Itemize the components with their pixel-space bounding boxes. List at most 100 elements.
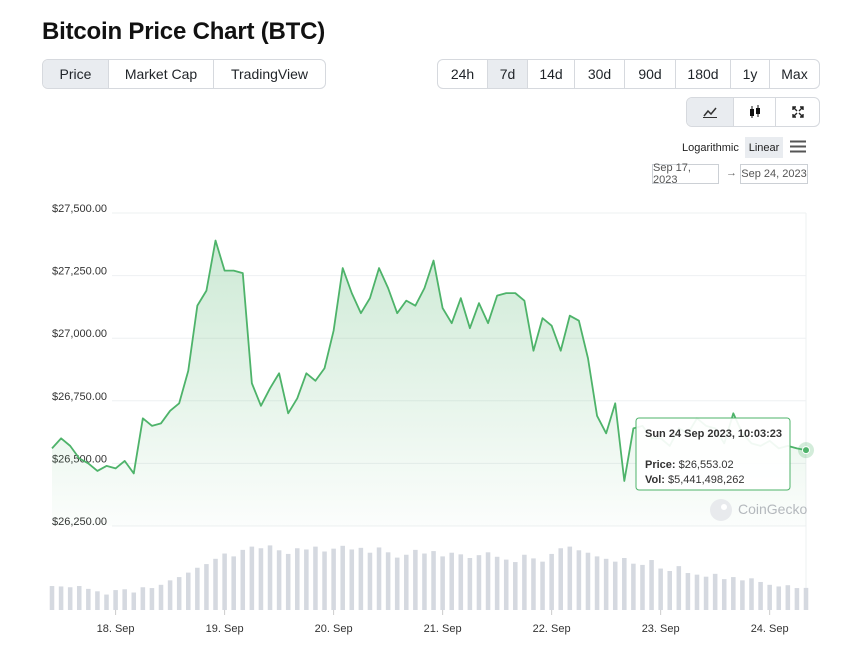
volume-bar <box>513 562 518 610</box>
watermark-logo-eye <box>721 504 727 510</box>
tooltip-vol-label: Vol: <box>645 474 665 486</box>
volume-bar <box>549 553 554 610</box>
volume-bar <box>785 585 791 610</box>
volume-bar <box>740 580 745 610</box>
candle-chart-button[interactable] <box>733 98 775 126</box>
expand-icon <box>791 106 804 118</box>
watermark-logo <box>710 499 732 521</box>
x-tick-label: 19. Sep <box>206 623 244 635</box>
range-button[interactable]: 90d <box>624 60 675 88</box>
volume-bar <box>67 587 73 610</box>
volume-bar <box>313 546 318 610</box>
chart-type-buttons <box>686 97 820 127</box>
y-tick-label: $27,250.00 <box>52 266 107 278</box>
volume-bar <box>531 558 536 610</box>
volume-bar <box>440 556 445 610</box>
volume-bar <box>149 588 155 610</box>
volume-bar <box>485 552 491 610</box>
volume-bar <box>640 564 645 610</box>
price-area <box>52 240 806 527</box>
volume-bar <box>731 577 736 610</box>
volume-bar <box>131 592 137 610</box>
x-tick-label: 20. Sep <box>315 623 353 635</box>
volume-bar <box>104 594 109 610</box>
volume-bar <box>503 559 509 610</box>
date-from[interactable]: Sep 17, 2023 <box>652 162 719 186</box>
volume-bar <box>594 556 600 610</box>
volume-bar <box>422 553 427 610</box>
volume-bar <box>404 554 409 610</box>
volume-bar <box>467 558 473 610</box>
volume-bar <box>685 573 691 610</box>
page-title: Bitcoin Price Chart (BTC) <box>42 18 326 45</box>
range-button[interactable]: 7d <box>487 60 527 88</box>
range-button[interactable]: 180d <box>675 60 730 88</box>
volume-bar <box>231 556 236 610</box>
volume-bar <box>494 556 500 610</box>
volume-bar <box>122 589 127 610</box>
volume-bar <box>540 561 545 610</box>
volume-bar <box>413 549 418 610</box>
line-icon <box>703 107 717 118</box>
volume-bar <box>694 574 700 610</box>
volume-bar <box>703 576 709 610</box>
tooltip-price: Price: $26,553.02 <box>645 459 734 471</box>
volume-bar <box>140 587 146 610</box>
view-tabs: Price Market Cap TradingView <box>42 59 326 89</box>
volume-bar <box>295 548 300 610</box>
tab[interactable]: Price <box>43 60 108 88</box>
volume-bar <box>712 573 718 610</box>
volume-bar <box>195 567 200 610</box>
range-button[interactable]: 24h <box>450 66 475 82</box>
range-button[interactable]: 1y <box>730 60 769 88</box>
volume-bar <box>658 568 663 610</box>
volume-bar <box>158 584 164 610</box>
volume-bar <box>649 560 654 610</box>
volume-bar <box>76 586 82 610</box>
volume-bar <box>258 548 264 610</box>
volume-bar <box>794 588 800 610</box>
volume-bar <box>167 580 173 610</box>
tab[interactable]: Market Cap <box>108 60 213 88</box>
fullscreen-button[interactable] <box>775 98 819 126</box>
date-to[interactable]: Sep 24, 2023 <box>740 164 808 184</box>
volume-bar <box>394 557 400 610</box>
linear-option[interactable]: Linear <box>745 137 783 158</box>
y-tick-label: $26,750.00 <box>52 391 107 403</box>
log-option[interactable]: Logarithmic <box>682 142 739 154</box>
volume-bar <box>567 546 573 610</box>
volume-bar <box>249 546 255 610</box>
volume-bar <box>304 549 309 610</box>
volume-bar <box>449 552 454 610</box>
volume-bar <box>603 558 609 610</box>
volume-bar <box>95 591 100 610</box>
range-buttons: 24h 7d 14d 30d 90d 180d 1y Max <box>437 59 820 89</box>
volume-bar <box>431 551 436 610</box>
candle-icon <box>749 105 760 118</box>
range-button[interactable]: 14d <box>527 60 574 88</box>
volume-bar <box>340 545 345 610</box>
line-chart-button[interactable] <box>687 98 733 126</box>
menu-icon[interactable] <box>790 140 806 153</box>
volume-bar <box>86 588 91 610</box>
tab[interactable]: TradingView <box>213 60 325 88</box>
volume-bar <box>776 586 782 610</box>
volume-bar <box>358 547 364 610</box>
volume-bar <box>367 552 373 610</box>
range-button[interactable]: Max <box>769 60 819 88</box>
volume-bar <box>240 549 246 610</box>
volume-bar <box>522 554 527 610</box>
y-tick-label: $27,000.00 <box>52 328 107 340</box>
x-tick-label: 21. Sep <box>424 623 462 635</box>
x-tick-label: 24. Sep <box>751 623 789 635</box>
range-button[interactable]: 30d <box>574 60 624 88</box>
volume-bar <box>176 577 182 610</box>
volume-bar <box>185 572 191 610</box>
volume-bar <box>276 550 282 610</box>
volume-bar <box>631 563 636 610</box>
x-tick-label: 23. Sep <box>642 623 680 635</box>
tooltip-box <box>635 417 791 491</box>
volume-bar <box>204 564 209 610</box>
x-tick-label: 22. Sep <box>533 623 571 635</box>
